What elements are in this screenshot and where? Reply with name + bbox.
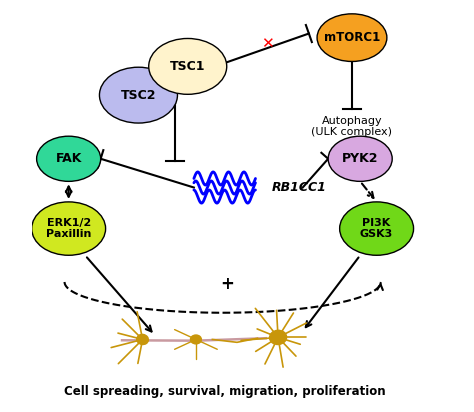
- Ellipse shape: [328, 136, 392, 181]
- Text: FAK: FAK: [55, 152, 82, 165]
- Text: PYK2: PYK2: [342, 152, 378, 165]
- Text: ERK1/2
Paxillin: ERK1/2 Paxillin: [46, 218, 91, 239]
- Text: ✕: ✕: [262, 36, 274, 52]
- Text: mTORC1: mTORC1: [324, 31, 380, 44]
- Ellipse shape: [136, 334, 149, 345]
- Ellipse shape: [317, 14, 387, 61]
- Ellipse shape: [190, 334, 202, 344]
- Text: +: +: [220, 275, 234, 293]
- Text: Cell spreading, survival, migration, proliferation: Cell spreading, survival, migration, pro…: [64, 385, 385, 398]
- Ellipse shape: [36, 136, 100, 181]
- Ellipse shape: [340, 202, 413, 255]
- Text: PI3K
GSK3: PI3K GSK3: [360, 218, 393, 239]
- Text: TSC1: TSC1: [170, 60, 205, 73]
- Text: Autophagy
(ULK complex): Autophagy (ULK complex): [311, 116, 392, 137]
- Ellipse shape: [149, 38, 227, 94]
- Text: TSC2: TSC2: [121, 89, 156, 102]
- Ellipse shape: [32, 202, 106, 255]
- Text: RB1CC1: RB1CC1: [272, 181, 327, 194]
- Ellipse shape: [269, 330, 287, 345]
- Ellipse shape: [100, 67, 177, 123]
